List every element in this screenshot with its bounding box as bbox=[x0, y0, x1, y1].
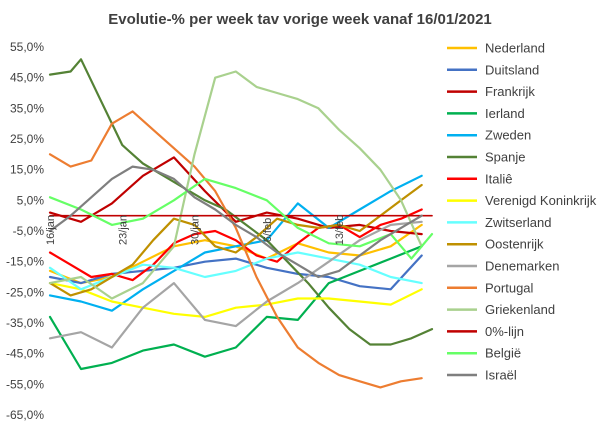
y-axis-ticks: 55,0% 45,0% 35,0% 25,0% 15,0% 5,0% -5,0% -15,0%… bbox=[6, 40, 44, 422]
legend-label: Ierland bbox=[485, 106, 525, 121]
y-tick-label: 15,0% bbox=[10, 163, 44, 177]
series-lines bbox=[48, 58, 434, 389]
x-tick-label: 13/feb bbox=[334, 215, 346, 246]
y-tick-label: -25,0% bbox=[6, 285, 44, 299]
series-line-10 bbox=[48, 220, 423, 349]
x-tick-label: 6/feb bbox=[262, 218, 274, 242]
legend-label: 0%-lijn bbox=[485, 324, 524, 339]
y-tick-label: 5,0% bbox=[17, 193, 45, 207]
x-tick-label: 30/jan bbox=[190, 215, 202, 245]
y-tick-label: 35,0% bbox=[10, 101, 44, 115]
series-line-7 bbox=[48, 282, 423, 318]
series-line-11 bbox=[48, 110, 423, 389]
chart-title: Evolutie-% per week tav vorige week vana… bbox=[108, 11, 492, 28]
legend-label: Zwitserland bbox=[485, 215, 551, 230]
y-tick-label: -15,0% bbox=[6, 255, 44, 269]
legend-label: België bbox=[485, 346, 521, 361]
legend-label: Portugal bbox=[485, 280, 534, 295]
x-axis-ticks: 16/jan 23/jan 30/jan 6/feb 13/feb bbox=[45, 215, 346, 246]
series-line-4 bbox=[48, 174, 423, 312]
legend-label: Griekenland bbox=[485, 302, 555, 317]
legend-label: Italiê bbox=[485, 171, 512, 186]
legend-label: Frankrijk bbox=[485, 84, 535, 99]
legend: Nederland Duitsland Frankrijk Ierland Zweden… bbox=[447, 41, 597, 383]
series-line-2 bbox=[48, 156, 423, 236]
legend-label: Zweden bbox=[485, 128, 531, 143]
y-tick-label: 25,0% bbox=[10, 132, 44, 146]
legend-label: Spanje bbox=[485, 150, 525, 165]
legend-label: Duitsland bbox=[485, 62, 539, 77]
legend-label: Verenigd Koninkrijk bbox=[485, 193, 597, 208]
legend-label: Nederland bbox=[485, 41, 545, 56]
y-tick-label: -65,0% bbox=[6, 408, 44, 422]
series-line-5 bbox=[48, 58, 434, 346]
y-tick-label: -35,0% bbox=[6, 316, 44, 330]
series-line-9 bbox=[48, 183, 423, 297]
series-line-15 bbox=[48, 165, 423, 279]
legend-label: Oostenrijk bbox=[485, 237, 544, 252]
series-line-12 bbox=[48, 70, 423, 300]
y-tick-label: 45,0% bbox=[10, 71, 44, 85]
series-line-1 bbox=[48, 254, 423, 291]
x-tick-label: 23/jan bbox=[117, 215, 129, 245]
series-line-3 bbox=[48, 245, 423, 371]
x-tick-label: 16/jan bbox=[45, 215, 57, 245]
y-tick-label: 55,0% bbox=[10, 40, 44, 54]
series-line-6 bbox=[48, 208, 423, 282]
y-tick-label: -45,0% bbox=[6, 347, 44, 361]
legend-label: Denemarken bbox=[485, 259, 559, 274]
y-tick-label: -55,0% bbox=[6, 377, 44, 391]
legend-label: Israël bbox=[485, 368, 517, 383]
y-tick-label: -5,0% bbox=[13, 224, 45, 238]
